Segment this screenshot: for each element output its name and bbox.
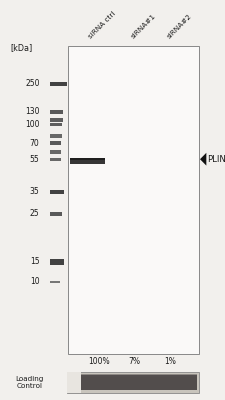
Text: siRNA#2: siRNA#2 bbox=[165, 13, 192, 40]
Text: 100%: 100% bbox=[88, 358, 110, 366]
Bar bbox=[69, 158, 104, 160]
Polygon shape bbox=[199, 153, 205, 166]
Bar bbox=[68, 46, 198, 354]
Bar bbox=[50, 150, 61, 154]
Text: Loading
Control: Loading Control bbox=[16, 376, 44, 389]
Text: 100: 100 bbox=[25, 120, 39, 129]
Text: siRNA#1: siRNA#1 bbox=[129, 13, 156, 40]
Text: PLIN3: PLIN3 bbox=[207, 155, 225, 164]
Text: 7%: 7% bbox=[128, 358, 140, 366]
Text: [kDa]: [kDa] bbox=[10, 43, 32, 52]
Text: 70: 70 bbox=[30, 139, 39, 148]
Text: 25: 25 bbox=[30, 210, 39, 218]
Bar bbox=[50, 134, 61, 138]
Bar bbox=[50, 118, 63, 122]
Text: 250: 250 bbox=[25, 80, 39, 88]
Bar bbox=[50, 123, 62, 126]
Bar bbox=[50, 110, 63, 114]
Bar bbox=[50, 158, 61, 161]
Text: 130: 130 bbox=[25, 108, 39, 116]
Text: 10: 10 bbox=[30, 278, 39, 286]
Bar bbox=[81, 374, 196, 377]
Bar bbox=[69, 158, 104, 164]
Bar bbox=[50, 212, 62, 216]
Bar bbox=[50, 260, 64, 265]
Bar bbox=[66, 372, 81, 393]
Bar bbox=[50, 82, 66, 86]
Text: siRNA ctrl: siRNA ctrl bbox=[87, 11, 116, 40]
Text: 15: 15 bbox=[30, 258, 39, 266]
Bar bbox=[66, 372, 198, 393]
Bar bbox=[81, 375, 196, 390]
Text: 35: 35 bbox=[30, 188, 39, 196]
Text: 1%: 1% bbox=[164, 358, 176, 366]
Bar bbox=[50, 281, 60, 283]
Bar bbox=[50, 190, 64, 194]
Bar bbox=[50, 141, 61, 145]
Text: 55: 55 bbox=[30, 155, 39, 164]
